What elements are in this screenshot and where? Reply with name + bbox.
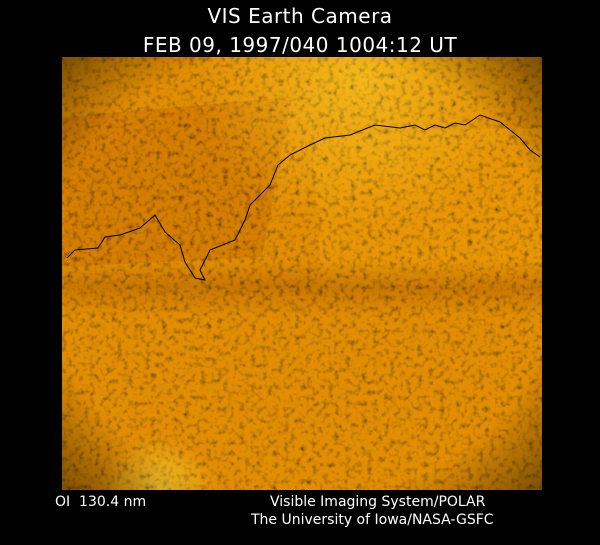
wavelength-label: OI 130.4 nm [55, 494, 147, 510]
coastline [66, 114, 541, 281]
image-title: VIS Earth Camera [207, 4, 393, 28]
image-timestamp: FEB 09, 1997/040 1004:12 UT [142, 33, 458, 57]
institution-credit: The University of Iowa/NASA-GSFC [251, 512, 494, 528]
auroral-emission-field [62, 57, 542, 490]
earth-camera-image [62, 57, 542, 490]
instrument-credit: Visible Imaging System/POLAR [270, 494, 486, 510]
